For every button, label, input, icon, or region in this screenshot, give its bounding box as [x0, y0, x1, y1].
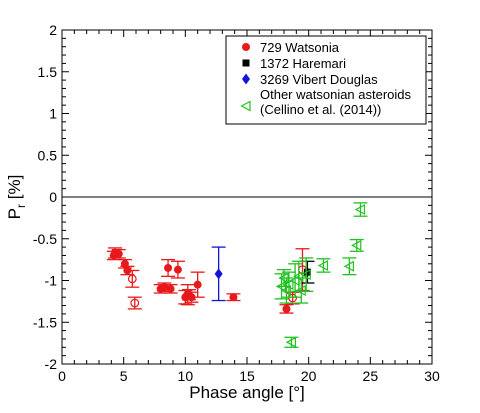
data-point: [163, 284, 178, 294]
data-point: [111, 248, 126, 259]
data-point: [190, 271, 205, 298]
series-group: [274, 202, 368, 348]
series-group: [211, 246, 226, 302]
legend-label-watsonia: 729 Watsonia: [260, 40, 340, 55]
data-point-marker: [280, 285, 292, 297]
y-tick-label: 1.5: [38, 64, 58, 80]
x-tick-label: 0: [58, 368, 66, 384]
data-point-marker: [164, 263, 173, 272]
x-tick-label: 25: [363, 368, 379, 384]
series-group: [106, 247, 294, 314]
x-tick-label: 30: [424, 368, 440, 384]
y-tick-label: 0.5: [38, 147, 58, 163]
data-point: [226, 293, 241, 302]
y-tick-label: -1: [45, 273, 58, 289]
x-axis-label: Phase angle [°]: [189, 383, 305, 402]
legend-marker-watsonia: [242, 43, 250, 51]
legend-label-vibert-douglas: 3269 Vibert Douglas: [260, 72, 378, 87]
data-point-marker: [283, 279, 294, 291]
data-point: [349, 238, 364, 252]
x-tick-label: 20: [301, 368, 317, 384]
data-point: [127, 296, 142, 310]
data-point-marker: [166, 284, 175, 293]
markers-layer: [106, 202, 368, 348]
legend-label-other-asteroids: Other watsonian asteroids: [260, 87, 412, 102]
data-point: [161, 258, 176, 277]
plot-frame: [61, 29, 433, 365]
data-point: [353, 202, 368, 217]
series-group: [125, 248, 310, 310]
data-point-marker: [229, 293, 238, 302]
data-point-marker: [343, 260, 354, 272]
data-point: [316, 258, 331, 273]
data-point-marker: [193, 280, 202, 289]
legend-marker-vibert-douglas: [242, 73, 250, 85]
svg-text:Pr [%]: Pr [%]: [5, 175, 28, 220]
y-axis-label-subscript: r: [14, 204, 28, 208]
data-point-marker: [183, 290, 193, 300]
data-point: [211, 246, 226, 302]
data-point-marker: [285, 336, 296, 348]
data-point-marker: [300, 269, 311, 281]
axes-layer: 0 5 10 15 20 25 30 -2 -1.5 -1 -0.5 0 0.5 1 1.5 2: [33, 22, 440, 384]
data-point-marker: [127, 274, 137, 284]
y-axis-label-main: P: [5, 208, 24, 219]
data-point-marker: [295, 285, 306, 297]
legend-marker-other-asteroids: [240, 100, 251, 112]
legend: 729 Watsonia 1372 Haremari 3269 Vibert D…: [225, 35, 427, 125]
data-point: [279, 304, 294, 314]
y-tick-label: 1: [49, 106, 57, 122]
data-point-marker: [288, 293, 298, 303]
data-point-marker: [317, 259, 329, 271]
data-point-marker: [114, 249, 123, 258]
data-point: [284, 336, 299, 348]
data-point: [285, 291, 300, 305]
data-point: [180, 284, 195, 306]
legend-label-other-asteroids-citation: (Cellino et al. (2014)): [260, 102, 381, 117]
data-point: [170, 260, 185, 279]
y-tick-label: -2: [45, 356, 58, 372]
data-point-marker: [214, 268, 223, 280]
data-point-marker: [354, 204, 366, 216]
data-point: [342, 257, 357, 276]
legend-marker-haremari: [242, 59, 250, 67]
y-tick-label: -1.5: [33, 314, 57, 330]
data-point: [299, 257, 314, 293]
data-point: [125, 269, 140, 288]
y-axis-label-unit: [%]: [5, 175, 24, 204]
data-point-marker: [282, 304, 291, 313]
legend-box: [225, 35, 427, 125]
legend-label-haremari: 1372 Haremari: [260, 56, 346, 71]
x-tick-label: 15: [239, 368, 255, 384]
data-point-marker: [130, 298, 140, 308]
y-axis-label: Pr [%]: [5, 175, 28, 220]
y-tick-label: 2: [49, 22, 57, 38]
y-tick-label: 0: [49, 189, 57, 205]
y-tick-label: -0.5: [33, 231, 57, 247]
x-tick-label: 5: [120, 368, 128, 384]
data-point-marker: [350, 239, 362, 251]
data-point: [279, 277, 294, 304]
x-tick-label: 10: [178, 368, 194, 384]
data-point-marker: [173, 265, 182, 274]
